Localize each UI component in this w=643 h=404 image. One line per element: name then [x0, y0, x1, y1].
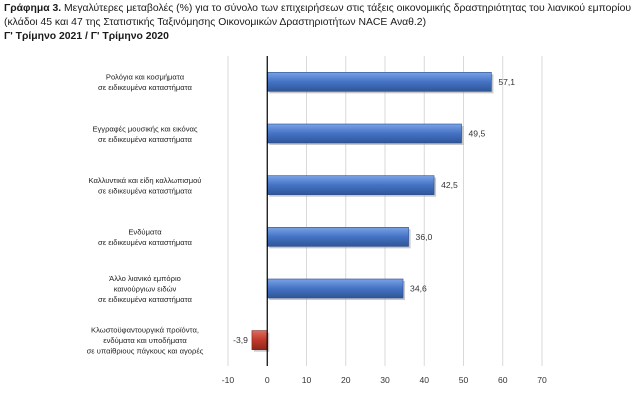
- chart-title: Μεγαλύτερες μεταβολές (%) για το σύνολο …: [4, 3, 632, 28]
- category-label: Εγγραφές μουσικής και εικόνας σε ειδικευμ…: [92, 124, 197, 144]
- data-label: 57,1: [498, 77, 515, 87]
- x-tick-label: 70: [537, 375, 547, 385]
- chart-title-block: Γράφημα 3. Μεγαλύτερες μεταβολές (%) για…: [4, 2, 636, 44]
- category-label-line: σε ειδικευμένα καταστήματα: [98, 83, 193, 92]
- bar: [266, 278, 404, 299]
- category-label-line: σε ειδικευμένα καταστήματα: [98, 135, 193, 144]
- category-label-line: Άλλο λιανικό εμπόριο: [109, 274, 181, 283]
- category-label-line: σε υπαίθριους πάγκους και αγορές: [87, 347, 204, 356]
- x-tick-label: 40: [419, 375, 429, 385]
- bar: [266, 72, 492, 92]
- x-tick-label: 50: [459, 375, 469, 385]
- category-label-line: σε ειδικευμένα καταστήματα: [98, 295, 193, 304]
- category-label-line: σε ειδικευμένα καταστήματα: [98, 238, 193, 247]
- bar: [251, 330, 268, 350]
- category-label: Ενδύματα σε ειδικευμένα καταστήματα: [98, 228, 193, 248]
- x-tick-label: 10: [302, 375, 312, 385]
- category-label-line: Ρολόγια και κοσμήματα: [106, 73, 185, 82]
- category-label-line: ενδύματα και υποδήματα: [103, 336, 187, 345]
- bar: [266, 175, 435, 195]
- bar: [266, 123, 462, 144]
- category-label: Καλλυντικά και είδη καλλωπισμού σε ειδικε…: [89, 176, 202, 196]
- category-label-line: Κλωστοϋφαντουργικά προϊόντα,: [91, 326, 199, 335]
- figure-number: Γράφημα 3.: [4, 3, 62, 14]
- data-label: 42,5: [441, 180, 458, 190]
- labels: -10 0 10 20 30 40 50 60 70 57,1 Ρολόγια και κοσμήμ…: [87, 56, 547, 385]
- data-label: -3,9: [233, 335, 248, 345]
- x-tick-label: 60: [498, 375, 508, 385]
- category-label-line: σε ειδικευμένα καταστήματα: [98, 186, 193, 195]
- chart-subtitle: Γ' Τρίμηνο 2021 / Γ' Τρίμηνο 2020: [4, 31, 169, 42]
- x-tick-label: 0: [265, 375, 270, 385]
- bars: [251, 72, 494, 352]
- x-tick-label: -10: [222, 375, 235, 385]
- category-label: Άλλο λιανικό εμπόριο καινούργιων ειδών σε …: [98, 274, 193, 304]
- x-tick-label: 20: [341, 375, 351, 385]
- bar: [266, 227, 409, 247]
- data-label: 34,6: [410, 284, 427, 294]
- category-label: Κλωστοϋφαντουργικά προϊόντα, ενδύματα και…: [87, 326, 204, 356]
- category-label-line: Εγγραφές μουσικής και εικόνας: [92, 124, 197, 133]
- category-label-line: Καλλυντικά και είδη καλλωπισμού: [89, 176, 202, 185]
- x-tick-label: 30: [380, 375, 390, 385]
- category-label-line: Ενδύματα: [128, 228, 162, 237]
- gridlines: [227, 56, 543, 366]
- category-label: Ρολόγια και κοσμήματα σε ειδικευμένα κατα…: [98, 73, 193, 93]
- category-label-line: καινούργιων ειδών: [114, 285, 177, 294]
- data-label: 49,5: [469, 129, 486, 139]
- data-label: 36,0: [416, 232, 433, 242]
